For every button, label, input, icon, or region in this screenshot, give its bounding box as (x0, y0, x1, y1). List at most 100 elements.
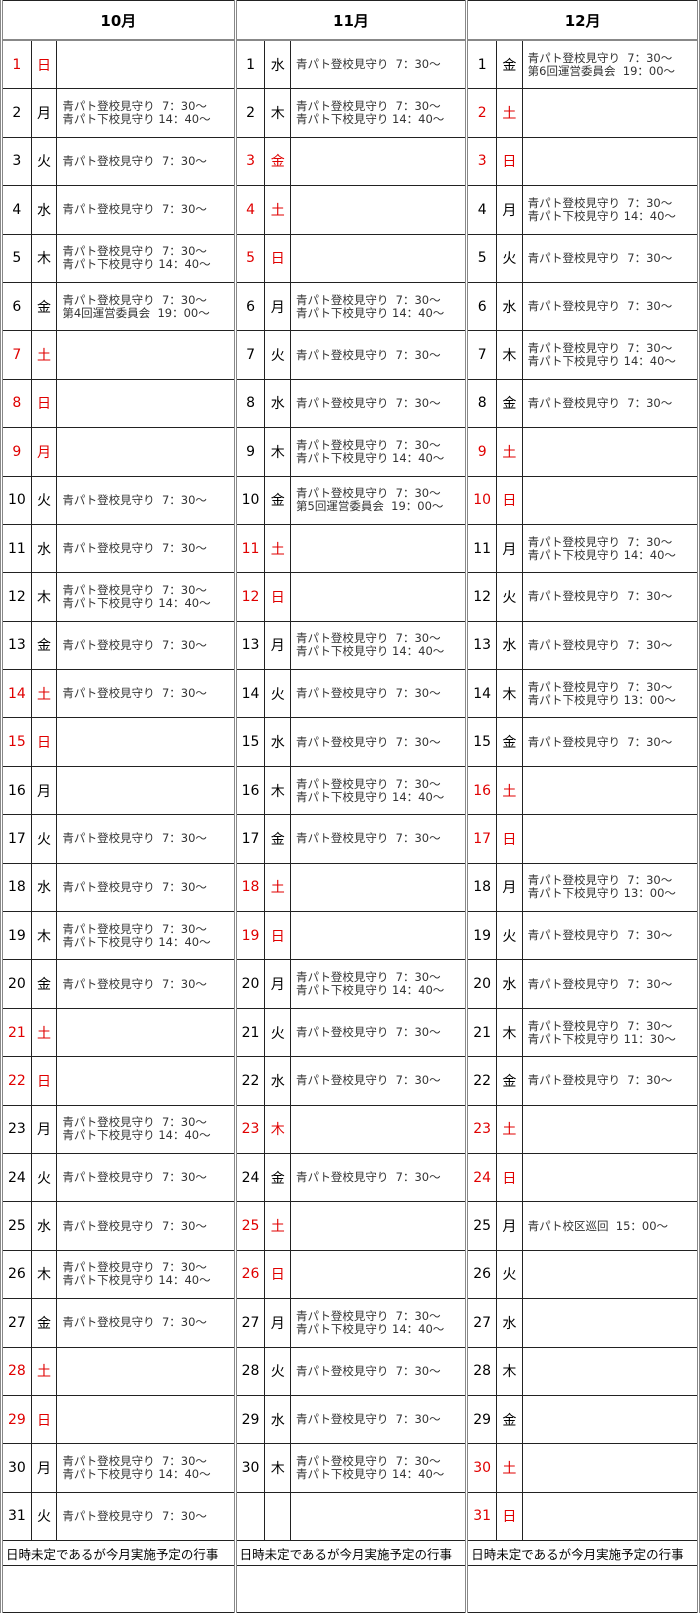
event-cell: 青パト登校見守り 7：30〜 (56, 620, 237, 671)
weekday: 金 (30, 620, 58, 671)
day-number: 24 (233, 1152, 266, 1203)
weekday: 金 (496, 39, 523, 90)
event-text: 青パト下校見守り 13：00〜 (527, 692, 676, 707)
event-cell (289, 185, 469, 235)
day-number: 5 (233, 233, 266, 283)
day-row: 19 木青パト登校見守り 7：30〜 青パト下校見守り 14：40〜 19 日 19 火青パ… (0, 911, 700, 961)
event-text: 青パト登校見守り 7：30〜 (62, 202, 207, 217)
day-number: 10 (465, 475, 498, 525)
weekday: 木 (496, 669, 523, 719)
weekday: 月 (496, 523, 523, 574)
event-text: 青パト下校見守り 14：40〜 (527, 354, 676, 369)
weekday: 水 (496, 959, 523, 1009)
day-number: 28 (465, 1346, 498, 1396)
event-text: 第5回運営委員会 19：00〜 (296, 499, 444, 514)
weekday: 火 (30, 475, 58, 525)
weekday: 金 (496, 378, 523, 429)
event-cell: 青パト登校見守り 7：30〜 第5回運営委員会 19：00〜 (289, 475, 469, 525)
event-cell (56, 427, 237, 477)
event-cell (56, 717, 237, 767)
event-text: 青パト登校見守り 7：30〜 (62, 1454, 207, 1469)
day-number: 18 (465, 862, 498, 913)
weekday: 日 (496, 814, 523, 864)
day-number: 13 (233, 620, 266, 671)
event-cell: 青パト登校見守り 7：30〜 青パト下校見守り 14：40〜 (56, 572, 237, 622)
event-cell: 青パト登校見守り 7：30〜 青パト下校見守り 14：40〜 (289, 427, 469, 477)
event-cell: 青パト登校見守り 7：30〜 青パト下校見守り 14：40〜 (56, 1104, 237, 1154)
event-text: 青パト登校見守り 7：30〜 (62, 541, 207, 556)
event-cell: 青パト登校見守り 7：30〜 (56, 523, 237, 574)
weekday: 木 (264, 1104, 291, 1154)
event-cell: 青パト登校見守り 7：30〜 (521, 572, 700, 622)
event-text: 青パト下校見守り 14：40〜 (296, 1467, 445, 1482)
event-text: 青パト登校見守り 7：30〜 (296, 1170, 441, 1185)
event-text: 青パト登校見守り 7：30〜 (296, 1412, 441, 1427)
weekday: 土 (496, 1443, 523, 1493)
weekday: 水 (496, 281, 523, 332)
event-text: 青パト登校見守り 7：30〜 (527, 250, 673, 265)
event-text: 青パト下校見守り 14：40〜 (62, 112, 211, 127)
day-row: 11 水青パト登校見守り 7：30〜 11 土 11 月青パト登校見守り 7：30〜 青パト… (0, 523, 700, 574)
weekday: 日 (30, 1056, 58, 1106)
event-cell (521, 1152, 700, 1203)
day-number: 4 (233, 185, 266, 235)
weekday: 木 (496, 1346, 523, 1396)
weekday: 日 (264, 233, 291, 283)
event-text: 青パト登校見守り 7：30〜 (527, 637, 673, 652)
weekday: 木 (30, 233, 58, 283)
event-text: 青パト下校見守り 14：40〜 (62, 595, 211, 610)
event-cell: 青パト登校見守り 7：30〜 (56, 669, 237, 719)
event-text: 第6回運営委員会 19：00〜 (527, 63, 676, 78)
day-number: 15 (0, 717, 32, 767)
weekday: 月 (264, 620, 291, 671)
day-number: 20 (0, 959, 32, 1009)
event-cell: 青パト登校見守り 7：30〜 (521, 717, 700, 767)
event-text: 青パト登校見守り 7：30〜 (296, 1073, 441, 1088)
day-number: 12 (0, 572, 32, 622)
day-number: 23 (233, 1104, 266, 1154)
pending-events-label: 日時未定であるが今月実施予定の行事 (465, 1540, 700, 1567)
event-cell (521, 1394, 700, 1445)
event-cell (521, 1249, 700, 1300)
weekday: 土 (496, 765, 523, 816)
weekday: 日 (264, 911, 291, 961)
event-text: 青パト登校見守り 7：30〜 (62, 686, 207, 701)
event-cell: 青パト登校見守り 7：30〜 (289, 39, 469, 90)
day-number: 22 (233, 1056, 266, 1106)
day-number: 10 (233, 475, 266, 525)
event-text: 青パト登校見守り 7：30〜 (296, 831, 441, 846)
event-cell (56, 1346, 237, 1396)
event-cell: 青パト登校見守り 7：30〜 (56, 959, 237, 1009)
day-number: 26 (233, 1249, 266, 1300)
event-cell (289, 572, 469, 622)
event-cell (56, 330, 237, 380)
weekday: 月 (30, 88, 58, 138)
day-number: 27 (0, 1298, 32, 1348)
event-cell (289, 1201, 469, 1251)
day-number: 7 (233, 330, 266, 380)
day-number: 28 (233, 1346, 266, 1396)
event-text: 青パト登校見守り 7：30〜 (62, 1170, 207, 1185)
weekday: 月 (30, 1443, 58, 1493)
day-number: 30 (233, 1443, 266, 1493)
day-number: 18 (233, 862, 266, 913)
event-text: 青パト登校見守り 7：30〜 (62, 492, 207, 507)
day-number: 7 (0, 330, 32, 380)
day-number: 8 (465, 378, 498, 429)
day-number: 17 (0, 814, 32, 864)
weekday: 日 (496, 475, 523, 525)
weekday: 日 (30, 378, 58, 429)
day-row: 5 木青パト登校見守り 7：30〜 青パト下校見守り 14：40〜 5 日 5 火青パト登校… (0, 233, 700, 283)
day-number: 14 (233, 669, 266, 719)
day-number: 9 (465, 427, 498, 477)
day-row: 12 木青パト登校見守り 7：30〜 青パト下校見守り 14：40〜 12 日 12 火青パ… (0, 572, 700, 622)
event-text: 青パト登校見守り 7：30〜 (296, 395, 441, 410)
weekday: 水 (496, 1298, 523, 1348)
event-text: 青パト登校見守り 7：30〜 (296, 57, 441, 72)
day-number: 29 (465, 1394, 498, 1445)
weekday: 火 (30, 136, 58, 187)
day-number: 8 (233, 378, 266, 429)
event-cell (289, 1104, 469, 1154)
weekday: 木 (264, 427, 291, 477)
weekday: 水 (496, 620, 523, 671)
